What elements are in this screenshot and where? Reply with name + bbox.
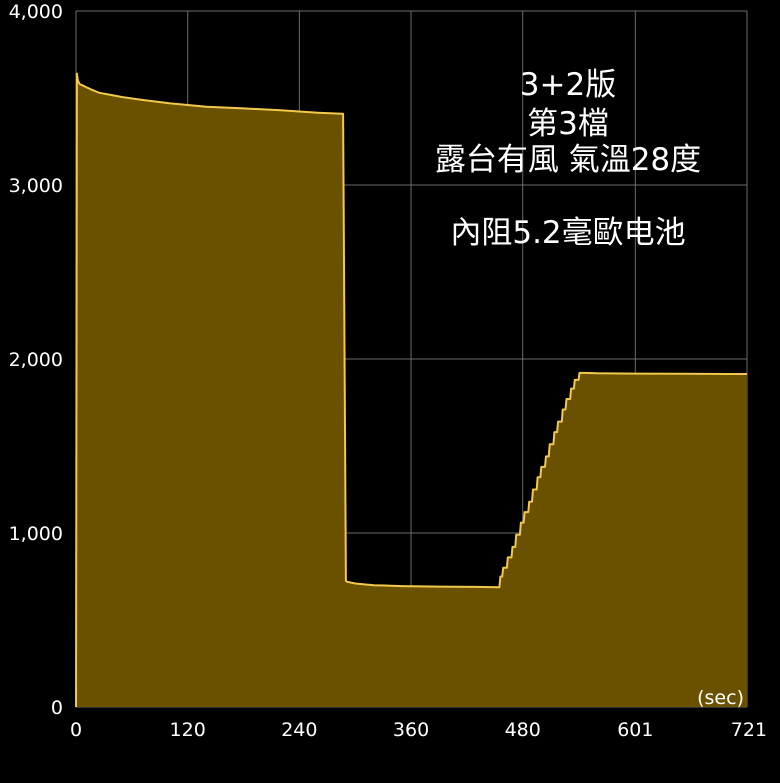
x-tick-label: 480 <box>505 719 541 741</box>
y-tick-label: 2,000 <box>9 349 63 371</box>
y-tick-label: 4,000 <box>9 1 63 23</box>
x-tick-label: 120 <box>170 719 206 741</box>
x-axis-unit-label: (sec) <box>697 687 744 709</box>
y-tick-label: 3,000 <box>9 175 63 197</box>
x-tick-label: 721 <box>731 719 767 741</box>
y-axis-ticks: 0 1,000 2,000 3,000 4,000 <box>9 1 63 719</box>
x-axis-ticks: 0 120 240 360 480 601 721 <box>70 719 767 741</box>
x-tick-label: 360 <box>393 719 429 741</box>
annotation-line-1: 3+2版 <box>520 67 616 103</box>
series-area <box>76 73 747 708</box>
series-line <box>75 72 747 708</box>
annotation-line-3: 露台有風 氣溫28度 <box>435 142 701 178</box>
y-tick-label: 1,000 <box>9 523 63 545</box>
x-tick-label: 240 <box>281 719 317 741</box>
y-tick-label: 0 <box>51 697 63 719</box>
x-tick-label: 0 <box>70 719 82 741</box>
annotation-line-4: 內阻5.2毫歐电池 <box>450 215 685 251</box>
x-tick-label: 601 <box>617 719 653 741</box>
annotation-line-2: 第3檔 <box>527 106 609 142</box>
